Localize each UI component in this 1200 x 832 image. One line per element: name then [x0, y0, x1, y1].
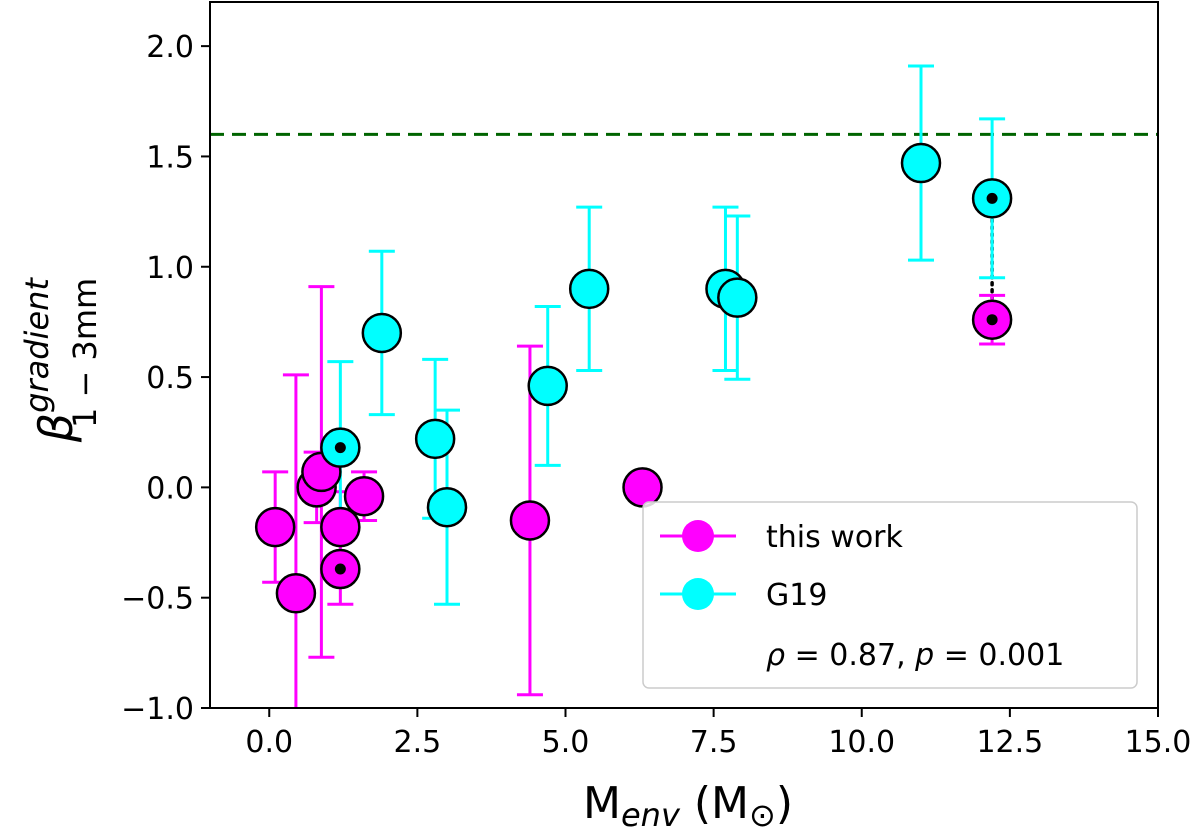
x-tick-label-3: 7.5	[690, 725, 738, 760]
legend-label-this-work: this work	[766, 520, 904, 555]
x-tick-label-0: 0.0	[245, 725, 293, 760]
y-tick-label-3: 0.5	[146, 361, 194, 396]
p-value: 0.001	[978, 638, 1064, 673]
x-tick-label-5: 12.5	[976, 725, 1043, 760]
legend-box	[642, 501, 1138, 689]
this-work-point-7	[509, 500, 551, 541]
x-tick-label-6: 15.0	[1125, 725, 1192, 760]
rho-symbol: ρ	[766, 638, 785, 673]
this-work-point-dot-5	[334, 563, 346, 575]
g19-point-4	[527, 365, 568, 407]
y-tick-label-2: 0.0	[146, 471, 194, 506]
g19-point-3	[426, 486, 468, 528]
plot-frame	[209, 1, 1159, 709]
data-layer	[210, 64, 1158, 708]
this-work-point-0	[254, 506, 296, 548]
x-tick-label-1: 2.5	[394, 725, 442, 760]
stat-separator: ,	[896, 638, 915, 673]
y-tick-label-1: −0.5	[121, 582, 194, 617]
y-label-sub: 1 − 3mm	[66, 278, 104, 428]
g19-point-dot-0	[334, 442, 346, 454]
this-work-point-dot-9	[986, 314, 998, 326]
g19-point-1	[361, 312, 403, 354]
legend-label-g19: G19	[766, 578, 827, 613]
x-label-unit-close: )	[776, 778, 793, 829]
legend-marker-this-work	[682, 520, 714, 552]
x-label-sub: env	[621, 796, 681, 832]
y-tick-label-6: 2.0	[146, 30, 194, 65]
correlation-stat: ρ = 0.87, p = 0.001	[766, 638, 1064, 673]
x-label-unit-open: (M	[680, 778, 749, 829]
g19-point-7	[717, 277, 758, 318]
rho-equals: =	[785, 638, 829, 673]
legend: this work G19 ρ = 0.87, p = 0.001	[642, 501, 1138, 689]
g19-point-8	[900, 142, 942, 184]
this-work-point-8	[622, 467, 663, 508]
y-tick-label-4: 1.0	[146, 251, 194, 286]
y-label-sup: gradient	[18, 277, 56, 413]
y-label-main: β	[29, 413, 83, 443]
x-tick-label-2: 5.0	[542, 725, 590, 760]
axes: 0.0 2.5 5.0 7.5 10.0 12.5 15.0 −1.0 −0.5 0.0 0.5 1.…	[121, 1, 1192, 760]
this-work-point-4	[320, 506, 361, 548]
y-tick-label-0: −1.0	[121, 692, 194, 727]
x-tick-label-4: 10.0	[828, 725, 895, 760]
g19-point-dot-9	[986, 192, 998, 204]
this-work-point-6	[343, 475, 385, 517]
this-work-point-1	[275, 573, 317, 614]
p-equals: =	[934, 638, 978, 673]
y-axis-label: βgradient 1 − 3mm	[18, 277, 104, 444]
y-tick-label-5: 1.5	[146, 140, 194, 175]
g19-point-5	[568, 268, 610, 310]
rho-value: 0.87	[829, 638, 896, 673]
g19-point-2	[414, 418, 456, 460]
x-axis-label: Menv (M⊙)	[583, 778, 793, 832]
plot-area	[210, 64, 1158, 708]
x-label-unit-symbol: ⊙	[749, 796, 776, 832]
x-label-main: M	[583, 778, 621, 829]
legend-marker-g19	[682, 578, 714, 610]
p-symbol: p	[914, 638, 934, 673]
